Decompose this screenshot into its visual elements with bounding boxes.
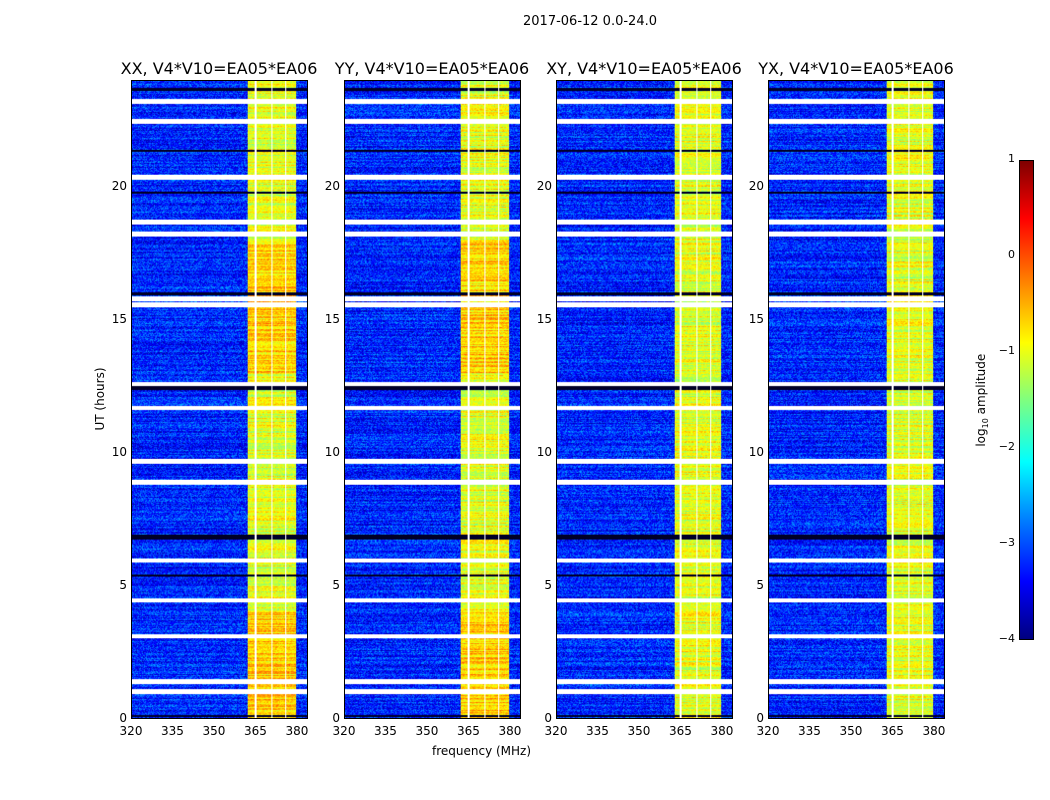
y-tick-label: 15 — [111, 311, 127, 326]
x-tick-label: 335 — [161, 724, 184, 738]
colorbar-tick-label: −3 — [998, 536, 1015, 549]
y-tick-label: 5 — [544, 577, 552, 592]
x-tick-label: 365 — [244, 724, 267, 738]
x-tick-label: 380 — [285, 724, 309, 738]
x-tick-label: 335 — [374, 724, 397, 738]
colorbar-tick-label: −2 — [998, 440, 1015, 453]
y-tick-label: 15 — [748, 311, 764, 326]
spectrogram-panel — [131, 80, 308, 719]
x-tick-label: 365 — [881, 724, 904, 738]
spectrogram-heatmap — [769, 81, 944, 718]
spectrogram-panel — [556, 80, 733, 719]
spectrogram-heatmap — [557, 81, 732, 718]
figure-title: 2017-06-12 0.0-24.0 — [523, 14, 657, 29]
panel-title: YY, V4*V10=EA05*EA06 — [334, 59, 530, 78]
colorbar-tick-label: 0 — [1008, 248, 1015, 261]
x-tick-label: 350 — [415, 724, 439, 738]
y-tick-label: 0 — [544, 711, 552, 725]
x-tick-label: 365 — [457, 724, 480, 738]
spectrogram-heatmap — [132, 81, 307, 718]
x-tick-label: 350 — [202, 724, 226, 738]
y-tick-label: 20 — [536, 178, 552, 193]
colorbar — [1019, 160, 1034, 640]
y-tick-label: 15 — [324, 311, 340, 326]
x-tick-label: 380 — [710, 724, 734, 738]
y-axis-label: UT (hours) — [93, 367, 107, 431]
y-tick-label: 0 — [756, 711, 764, 725]
y-tick-label: 20 — [324, 178, 340, 193]
spectrogram-heatmap — [345, 81, 520, 718]
y-tick-label: 5 — [119, 577, 127, 592]
x-tick-label: 365 — [669, 724, 692, 738]
y-tick-label: 10 — [324, 444, 340, 459]
y-tick-label: 0 — [119, 711, 127, 725]
panel-title: XX, V4*V10=EA05*EA06 — [120, 59, 318, 78]
x-tick-label: 380 — [922, 724, 946, 738]
y-tick-label: 0 — [332, 711, 340, 725]
colorbar-tick-label: −1 — [998, 344, 1015, 357]
y-tick-label: 5 — [756, 577, 764, 592]
x-tick-label: 320 — [119, 724, 143, 738]
x-tick-label: 335 — [586, 724, 609, 738]
y-tick-label: 10 — [111, 444, 127, 459]
y-tick-label: 15 — [536, 311, 552, 326]
y-tick-label: 10 — [536, 444, 552, 459]
x-tick-label: 350 — [839, 724, 863, 738]
x-axis-label: frequency (MHz) — [432, 744, 532, 758]
x-tick-label: 380 — [498, 724, 522, 738]
y-tick-label: 5 — [332, 577, 340, 592]
x-tick-label: 320 — [756, 724, 780, 738]
x-tick-label: 320 — [332, 724, 356, 738]
y-tick-label: 10 — [748, 444, 764, 459]
x-tick-label: 350 — [627, 724, 651, 738]
panel-title: YX, V4*V10=EA05*EA06 — [758, 59, 954, 78]
colorbar-tick-label: 1 — [1008, 152, 1015, 165]
x-tick-label: 335 — [798, 724, 821, 738]
colorbar-tick-label: −4 — [998, 632, 1015, 645]
spectrogram-panel — [768, 80, 945, 719]
panel-title: XY, V4*V10=EA05*EA06 — [546, 59, 742, 78]
spectrogram-panel — [344, 80, 521, 719]
y-tick-label: 20 — [111, 178, 127, 193]
y-tick-label: 20 — [748, 178, 764, 193]
x-tick-label: 320 — [544, 724, 568, 738]
